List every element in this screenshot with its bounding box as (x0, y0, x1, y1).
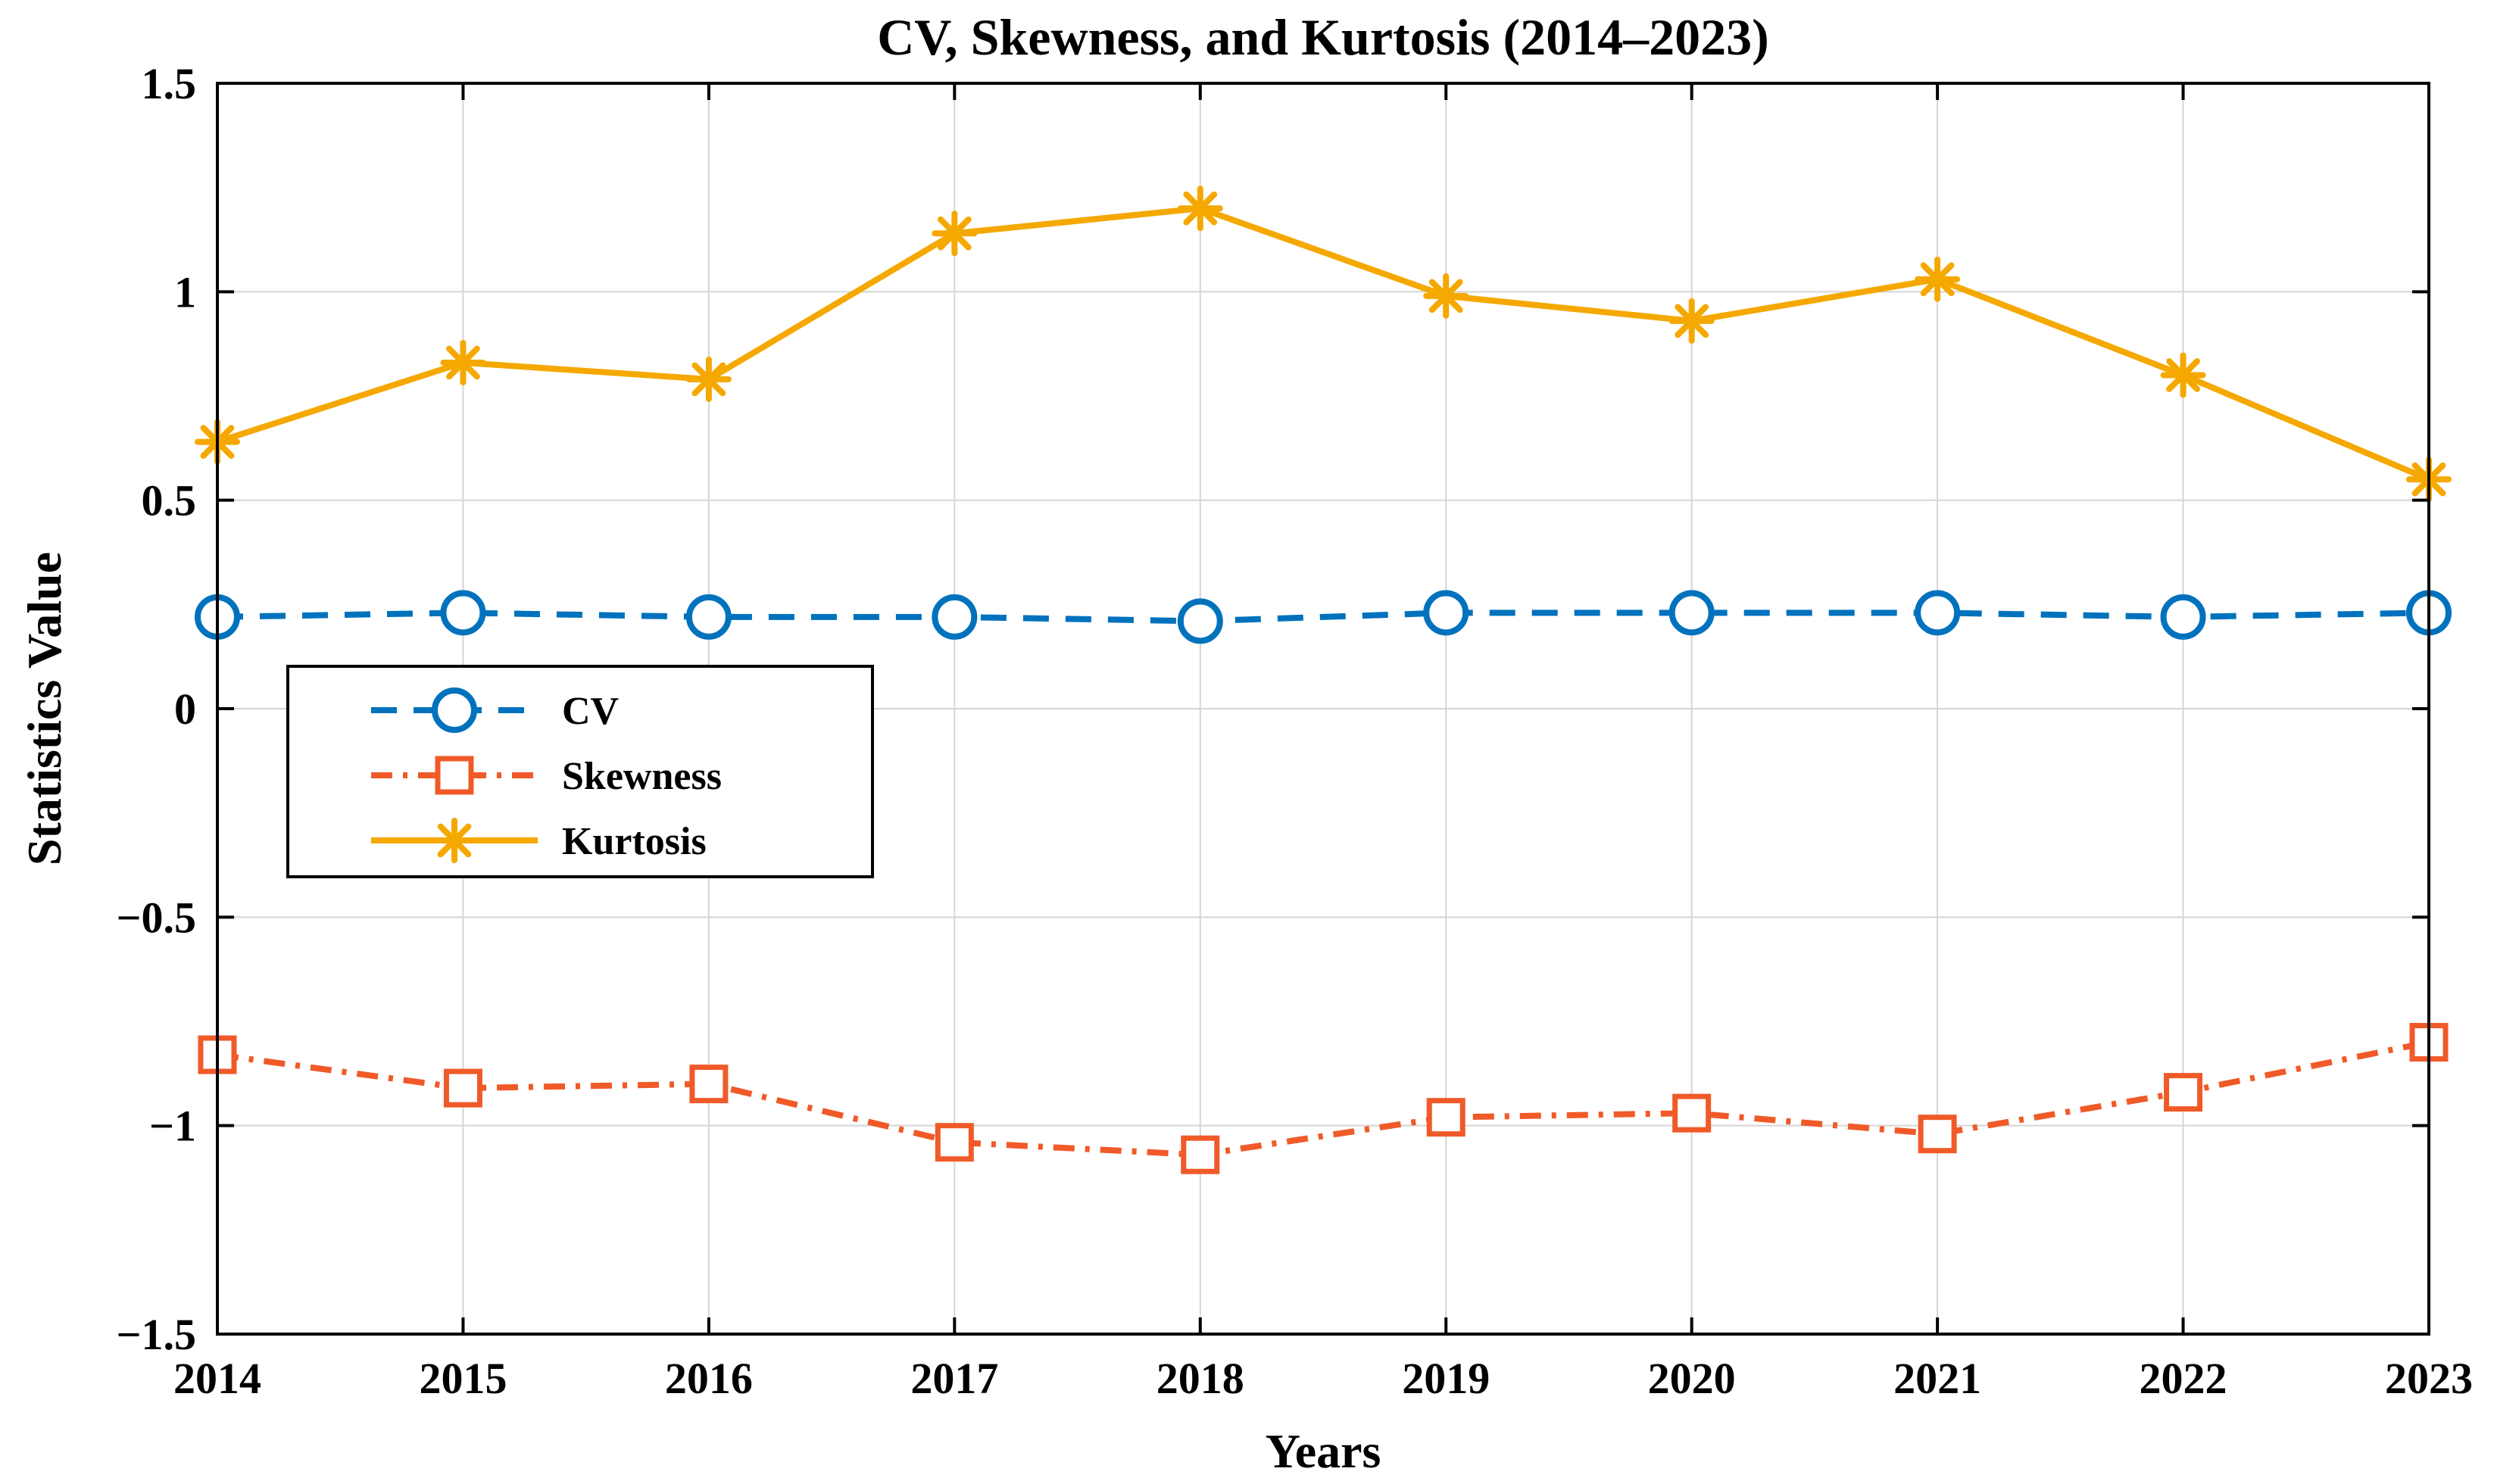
x-tick-label: 2015 (419, 1354, 507, 1403)
data-point-cv (1177, 598, 1223, 644)
x-tick-label: 2016 (665, 1354, 753, 1403)
x-tick-label: 2021 (1893, 1354, 1981, 1403)
legend-marker-cv (432, 687, 477, 733)
legend: CV Skewness Kurtosis (286, 665, 874, 878)
data-point-kurtosis (2160, 352, 2206, 398)
series-line-cv (217, 610, 2430, 625)
data-point-skewness (1181, 1135, 1220, 1174)
x-tick-label: 2020 (1648, 1354, 1736, 1403)
data-point-cv (685, 594, 732, 640)
data-point-kurtosis (1423, 273, 1469, 319)
data-point-kurtosis (932, 210, 978, 257)
legend-marker-skewness (435, 756, 474, 795)
y-tick-label: 1 (174, 267, 196, 316)
data-point-skewness (1672, 1093, 1712, 1133)
chart-title: CV, Skewness, and Kurtosis (2014–2023) (877, 8, 1769, 66)
series-layer (195, 186, 2452, 1174)
legend-label-kurtosis: Kurtosis (562, 820, 707, 863)
x-tick-label: 2018 (1156, 1354, 1244, 1403)
y-tick-label: −1 (149, 1102, 196, 1151)
data-point-skewness (443, 1068, 482, 1108)
y-axis-label: Statistics Value (17, 552, 71, 865)
x-tick-label: 2019 (1402, 1354, 1490, 1403)
x-tick-label: 2017 (910, 1354, 998, 1403)
data-point-cv (932, 594, 978, 640)
legend-marker-kurtosis (432, 818, 477, 863)
data-point-kurtosis (1177, 186, 1223, 232)
series-line-kurtosis (216, 205, 2430, 482)
data-point-cv (1915, 590, 1961, 636)
y-tick-label: −0.5 (116, 893, 196, 942)
series-skewness (198, 1023, 2449, 1174)
data-point-cv (440, 590, 486, 636)
data-point-cv (1668, 590, 1715, 636)
data-point-cv (1423, 590, 1469, 636)
data-point-skewness (689, 1065, 729, 1104)
y-tick-label: −1.5 (116, 1310, 196, 1359)
data-point-kurtosis (1668, 298, 1715, 344)
x-axis-label: Years (1266, 1424, 1381, 1478)
legend-label-skewness: Skewness (562, 755, 722, 798)
x-tick-label: 2023 (2385, 1354, 2473, 1403)
data-point-skewness (2164, 1073, 2203, 1112)
data-point-kurtosis (1915, 256, 1961, 302)
ticks: 2014 2015 2016 2017 2018 2019 2020 2021 2022 2023… (116, 59, 2473, 1403)
data-point-kurtosis (685, 356, 732, 402)
data-point-skewness (1918, 1115, 1957, 1154)
data-point-skewness (935, 1123, 974, 1162)
y-tick-label: 0.5 (142, 476, 197, 525)
series-cv (195, 590, 2452, 644)
y-tick-label: 1.5 (142, 59, 197, 108)
x-tick-label: 2014 (173, 1354, 261, 1403)
y-tick-label: 0 (174, 684, 196, 734)
legend-label-cv: CV (562, 690, 619, 733)
data-point-cv (2160, 594, 2206, 640)
data-point-skewness (1426, 1098, 1465, 1137)
x-tick-label: 2022 (2140, 1354, 2227, 1403)
data-point-kurtosis (440, 339, 486, 385)
